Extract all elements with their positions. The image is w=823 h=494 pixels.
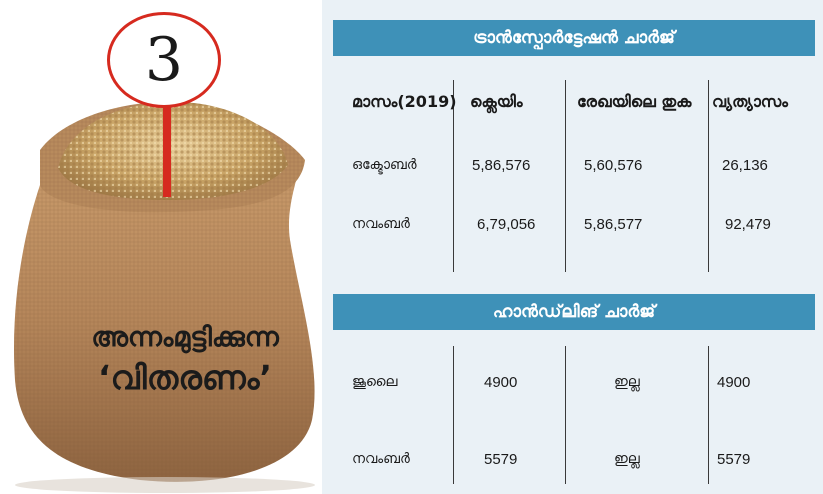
header-difference: വ്യത്യാസം [712,92,789,111]
header-claim: ക്ലെയിം [470,92,523,111]
table-cell: 26,136 [722,157,768,174]
table-cell: ജൂലൈ [352,374,398,390]
pin-stem [163,105,171,197]
divider [565,346,566,484]
table-cell: നവംബർ [352,216,410,232]
grain-sack-illustration [14,101,315,493]
number-badge: 3 [107,12,221,108]
table-cell: 5579 [717,451,751,468]
divider [565,80,566,272]
table-cell: ഒക്ടോബർ [352,157,417,173]
divider [708,346,709,484]
table-cell: നവംബർ [352,451,410,467]
header-month: മാസം(2019) [352,92,457,111]
illustration-panel: 3 അന്നംമുട്ടിക്കുന്ന ‘വിതരണം’ [0,0,322,494]
divider [453,80,454,272]
divider [708,80,709,272]
table-cell: 4900 [717,374,751,391]
header-recorded-amount: രേഖയിലെ തുക [577,92,692,111]
handling-title: ഹാൻഡ്‌ലിങ് ചാർജ് [492,302,656,322]
table-cell: ഇല്ല [614,374,640,390]
badge-number: 3 [144,25,184,95]
divider [453,346,454,484]
table-cell: 5,86,576 [472,157,531,174]
tables-panel: ട്രാൻസ്പോർട്ടേഷൻ ചാർജ് മാസം(2019) ക്ലെയി… [322,0,823,494]
headline: അന്നംമുട്ടിക്കുന്ന ‘വിതരണം’ [50,320,320,400]
headline-line1: അന്നംമുട്ടിക്കുന്ന [91,322,279,353]
table-cell: 4900 [484,374,518,391]
table-cell: 92,479 [725,216,771,233]
table-cell: ഇല്ല [614,451,640,467]
table-cell: 5579 [484,451,518,468]
table-cell: 5,86,577 [584,216,643,233]
transport-title: ട്രാൻസ്പോർട്ടേഷൻ ചാർജ് [473,28,675,48]
table-cell: 6,79,056 [477,216,536,233]
transport-title-bar: ട്രാൻസ്പോർട്ടേഷൻ ചാർജ് [333,20,815,56]
table-cell: 5,60,576 [584,157,643,174]
handling-title-bar: ഹാൻഡ്‌ലിങ് ചാർജ് [333,294,815,330]
headline-line2: ‘വിതരണം’ [98,358,272,397]
